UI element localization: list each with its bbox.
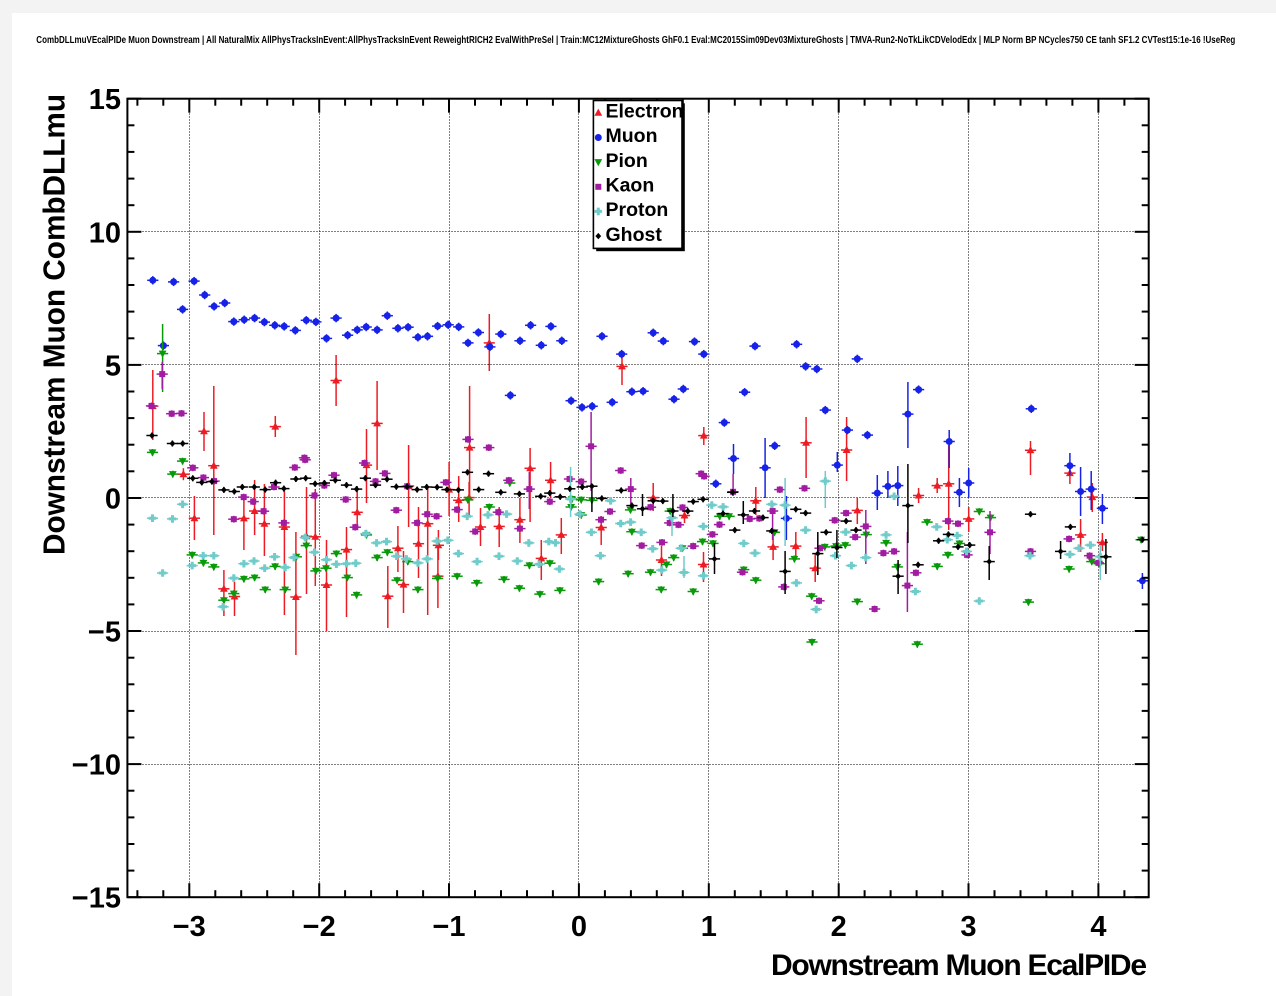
svg-text:CombDLLmuVEcalPIDe Muon Downst: CombDLLmuVEcalPIDe Muon Downstream | All… <box>36 35 1235 46</box>
svg-text:−1: −1 <box>432 911 465 943</box>
svg-text:4: 4 <box>1090 911 1106 943</box>
svg-text:0: 0 <box>105 484 121 516</box>
svg-text:Proton: Proton <box>606 199 669 221</box>
svg-text:Pion: Pion <box>606 150 648 172</box>
svg-text:Downstream Muon EcalPIDe: Downstream Muon EcalPIDe <box>771 949 1147 982</box>
svg-text:Downstream Muon CombDLLmu: Downstream Muon CombDLLmu <box>37 94 72 555</box>
svg-text:3: 3 <box>960 911 976 943</box>
svg-text:Electron: Electron <box>606 101 684 123</box>
svg-text:−5: −5 <box>88 617 121 649</box>
svg-text:−15: −15 <box>72 883 121 915</box>
svg-text:0: 0 <box>571 911 587 943</box>
svg-text:Ghost: Ghost <box>606 224 663 246</box>
svg-text:Kaon: Kaon <box>606 175 655 197</box>
svg-text:−3: −3 <box>173 911 206 943</box>
svg-text:2: 2 <box>831 911 847 943</box>
svg-text:5: 5 <box>105 350 121 382</box>
svg-text:−10: −10 <box>72 750 121 782</box>
svg-text:15: 15 <box>89 84 121 116</box>
svg-text:Muon: Muon <box>606 125 658 147</box>
svg-text:−2: −2 <box>303 911 336 943</box>
svg-text:10: 10 <box>89 217 121 249</box>
svg-text:1: 1 <box>701 911 717 943</box>
